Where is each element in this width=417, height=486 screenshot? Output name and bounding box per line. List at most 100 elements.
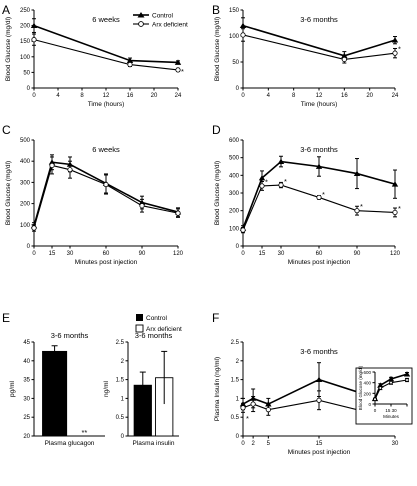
x-axis-label: Minutes [383,414,400,419]
data-point [250,401,256,407]
y-tick-label: 500 [20,138,31,144]
x-tick-label: 90 [354,251,361,257]
x-tick-label: 0 [241,251,245,257]
data-point [126,57,134,63]
series-arx [31,156,181,232]
panel-letter-d: D [212,123,221,137]
x-axis-label: Minutes post injection [288,259,351,266]
x-axis-label: Time (hours) [88,101,125,108]
y-axis-label: Blood Glucose (mg/dl) [5,17,12,81]
data-point [30,22,38,28]
series-line [33,164,179,229]
legend-arx-label: Arx deficient [152,22,188,29]
y-tick-label: 1 [121,396,125,402]
significance-star: * [360,202,363,211]
category-label: Plasma insulin [133,440,175,447]
y-tick-label: 25 [23,415,30,421]
x-tick-label: 30 [278,251,285,257]
x-tick-label: 5 [267,441,271,447]
significance-star: * [398,204,401,213]
y-tick-label: 100 [229,34,240,40]
data-point [103,181,109,188]
plot-c: 0 100 200 300 400 500 0 15 30 60 90 120 6 weeks Minut… [5,138,184,266]
x-tick-label: 15 [316,441,323,447]
y-tick-label: 2.5 [231,340,240,346]
x-axis-label: Time (hours) [301,101,338,108]
x-axis-label: Minutes post injection [75,259,138,266]
inset-frame [355,367,413,425]
y-tick-label: 400 [363,381,371,386]
legend-e-arx-label: Arx deficient [146,326,182,333]
category-label: Plasma glucagon [45,440,95,447]
y-tick-label: 45 [23,340,30,346]
y-axis-label: Plasma Insulin (ng/ml) [214,357,221,421]
panel-letter-a: A [2,3,10,17]
y-tick-label: 200 [229,209,240,215]
series-line [242,160,396,229]
y-tick-label: 100 [229,226,240,232]
x-tick-label: 120 [390,251,401,257]
data-point [174,59,182,65]
significance-star: * [246,414,249,423]
series-line [33,161,179,227]
x-tick-label: 12 [103,93,110,99]
series-control [30,18,182,65]
y-tick-label: 400 [229,173,240,179]
y-tick-label: 150 [229,8,240,14]
data-point [240,32,246,38]
x-tick-label: 90 [139,251,146,257]
x-tick-label: 15 [49,251,56,257]
data-point [277,158,285,164]
y-tick-label: 0 [236,86,240,92]
x-tick-label: 0 [241,93,245,99]
x-tick-label: 24 [392,93,399,99]
x-tick-label: 120 [173,251,184,257]
y-tick-label: 40 [23,359,30,365]
panel-title: 3-6 months [51,331,89,340]
y-tick-label: 150 [20,39,31,45]
y-tick-label: 0 [27,244,31,250]
data-point [316,397,322,403]
significance-star: ** [81,428,87,437]
y-tick-label: 0.5 [231,415,240,421]
y-tick-label: 2 [236,359,240,365]
legend-e-control-label: Control [146,315,168,322]
y-tick-label: 100 [20,55,31,61]
x-tick-label: 30 [67,251,74,257]
panel-letter-e: E [2,311,10,325]
y-tick-label: 100 [20,223,31,229]
y-tick-label: 1 [236,396,240,402]
data-point [378,386,383,390]
legend-e-arx-swatch [135,324,144,333]
x-tick-label: 0 [374,408,377,413]
data-point [392,50,398,56]
x-tick-label: 15 [259,251,266,257]
legend-e: Control Arx deficient [135,314,182,333]
x-tick-label: 16 [127,93,134,99]
y-tick-label: 2 [121,359,125,365]
x-tick-label: 4 [56,93,60,99]
series-line [374,373,408,399]
legend-arx-marker [138,21,144,27]
panel-title: 6 weeks [92,15,120,24]
data-point [353,170,361,176]
x-tick-label: 0 [32,93,36,99]
data-point [240,405,246,411]
series-arx [240,390,398,424]
panel-title: 3-6 months [300,347,338,356]
panel-letter-c: C [2,123,11,137]
data-point [389,380,393,385]
x-tick-label: 4 [267,93,271,99]
data-point [127,61,133,68]
series-line [374,379,408,400]
data-point [67,167,73,173]
y-axis-label: ng/ml [103,381,110,397]
x-tick-label: 60 [103,251,110,257]
series-arx [373,377,409,402]
data-point [240,227,246,233]
data-point [316,194,322,201]
y-tick-label: 50 [232,60,239,66]
y-axis-label: Blood Glucose (mg/dl) [358,365,363,410]
data-point [403,371,411,377]
